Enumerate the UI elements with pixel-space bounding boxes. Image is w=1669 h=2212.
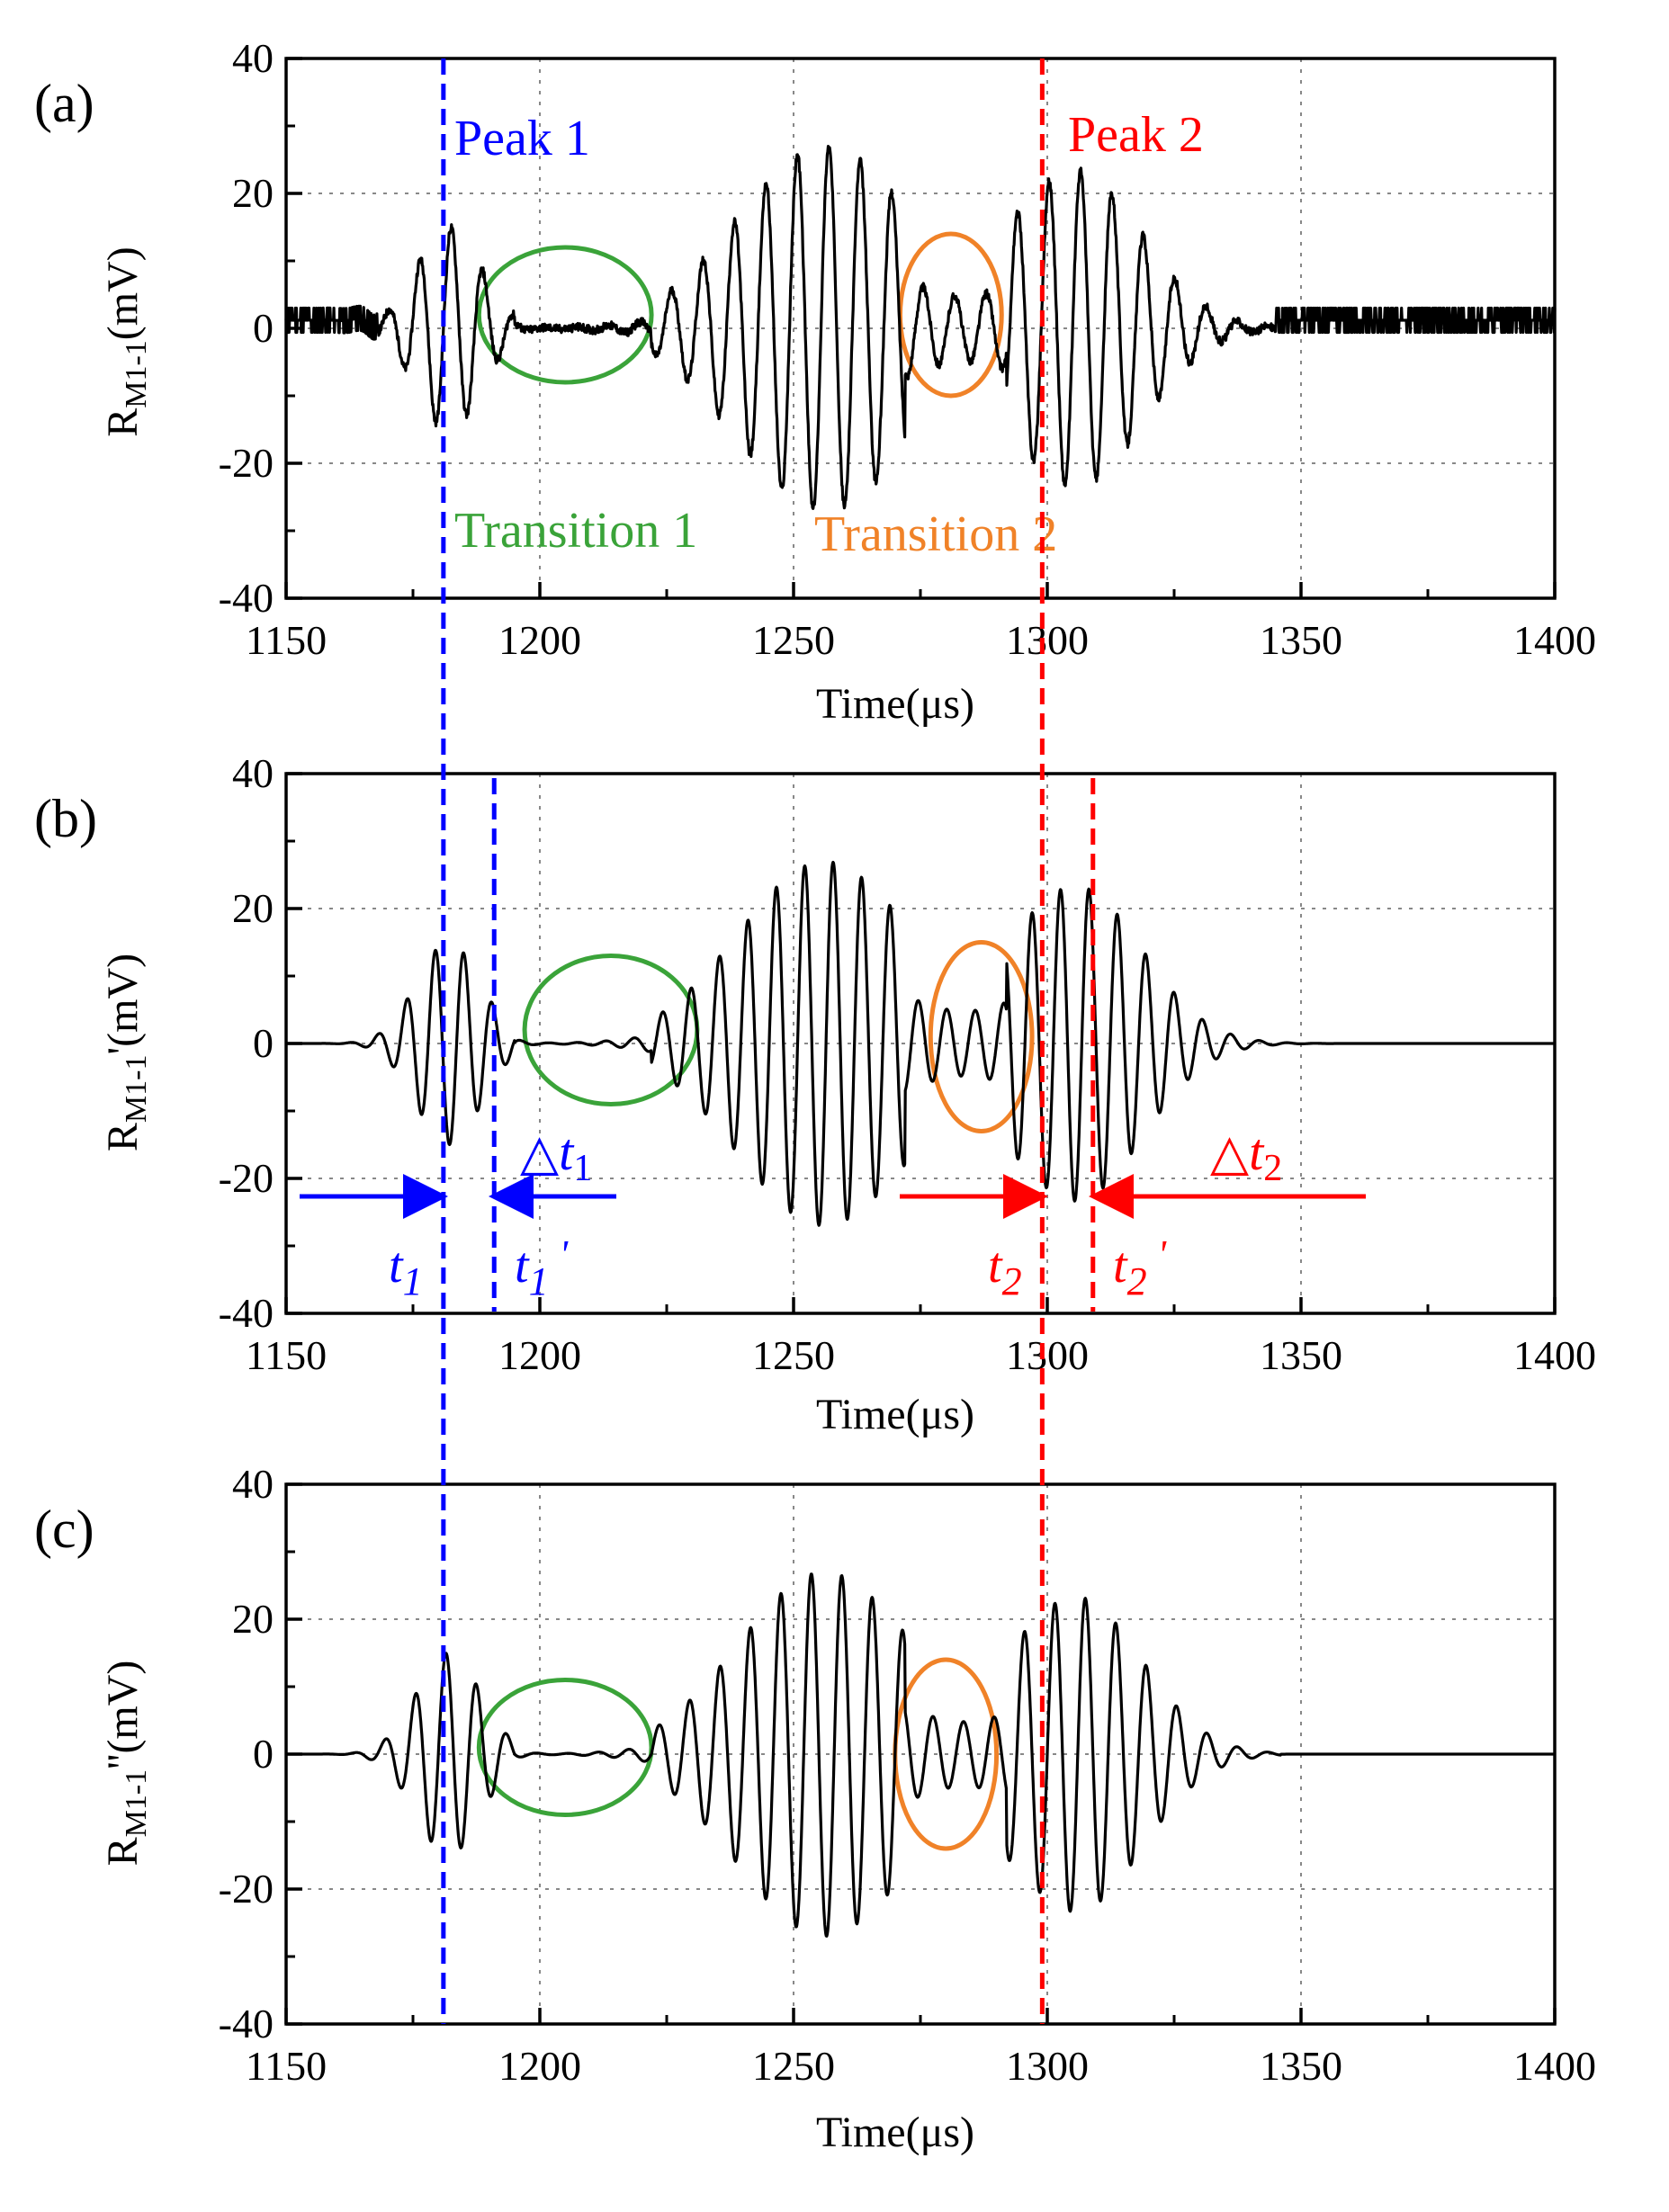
- transition-2-ellipse-a: [897, 231, 1004, 399]
- y-axis-title-c: RM1-1''(mV): [99, 1661, 153, 1867]
- x-tick-label: 1300: [1006, 2043, 1089, 2089]
- x-axis-title-a: Time(μs): [816, 680, 974, 728]
- y-axis-title-a: RM1-1(mV): [99, 246, 153, 437]
- t1-prime-label: t1': [515, 1232, 570, 1303]
- x-tick-label: 1250: [752, 1332, 835, 1378]
- x-tick-label: 1400: [1513, 2043, 1596, 2089]
- x-tick-label: 1150: [246, 2043, 327, 2089]
- x-tick-label: 1350: [1260, 1332, 1342, 1378]
- y-tick-label: -40: [219, 2001, 274, 2046]
- panel-label-a: (a): [34, 74, 94, 133]
- panel-c: (c) 1150 1200 1250 1300 1350 1400-40-2002040 …: [34, 1461, 1596, 2156]
- x-tick-label: 1200: [498, 617, 581, 663]
- x-tick-label: 1300: [1006, 617, 1089, 663]
- ticks-a: [284, 57, 1557, 600]
- panel-label-b: (b): [34, 789, 97, 848]
- x-tick-label: 1400: [1513, 617, 1596, 663]
- y-tick-label: -40: [219, 1290, 274, 1336]
- y-tick-label: 0: [253, 305, 274, 351]
- panel-b: (b) 1150 1200 1250 1300 1350 1400-40-2002040 …: [34, 750, 1596, 1438]
- x-tick-label: 1250: [752, 617, 835, 663]
- peak-2-label: Peak 2: [1068, 107, 1204, 163]
- signal-trace-b: [284, 860, 1557, 1227]
- ticks-b: [284, 772, 1557, 1315]
- x-tick-label: 1150: [246, 617, 327, 663]
- y-tick-label: 20: [232, 1596, 274, 1642]
- delta-t1-label: △t1: [520, 1123, 592, 1189]
- x-axis-title-b: Time(μs): [816, 1391, 974, 1438]
- y-tick-label: -20: [219, 1155, 274, 1201]
- x-tick-label: 1200: [498, 2043, 581, 2089]
- x-tick-label: 1350: [1260, 2043, 1342, 2089]
- ticks-c: [284, 1482, 1557, 2026]
- y-tick-label: -40: [219, 575, 274, 621]
- transition-1-label: Transition 1: [454, 503, 697, 559]
- panel-a: (a) 1150 1200 1250 1300 1350 1400-40-2002040 …: [34, 35, 1596, 728]
- x-tick-label: 1250: [752, 2043, 835, 2089]
- transition-1-ellipse-b: [522, 954, 700, 1106]
- signal-trace-a: [284, 145, 1557, 510]
- transition-1-ellipse-c: [476, 1678, 654, 1817]
- transition-1-ellipse-a: [476, 245, 654, 385]
- y-tick-label: 40: [232, 1461, 274, 1507]
- y-tick-label: 40: [232, 35, 274, 81]
- x-tick-label: 1400: [1513, 1332, 1596, 1378]
- y-axis-title-b: RM1-1'(mV): [99, 954, 153, 1151]
- y-tick-label: 0: [253, 1731, 274, 1777]
- t2-prime-label: t2': [1113, 1232, 1168, 1303]
- signal-trace-c: [284, 1572, 1557, 1938]
- y-tick-label: -20: [219, 1866, 274, 1912]
- panel-label-c: (c): [34, 1500, 94, 1559]
- x-tick-label: 1150: [246, 1332, 327, 1378]
- delta-t2-label: △t2: [1210, 1123, 1282, 1189]
- x-axis-title-c: Time(μs): [816, 2109, 974, 2156]
- transition-2-label: Transition 2: [814, 506, 1057, 562]
- y-tick-label: 20: [232, 885, 274, 931]
- y-tick-label: 0: [253, 1020, 274, 1066]
- x-tick-label: 1350: [1260, 617, 1342, 663]
- transition-2-ellipse-b: [928, 940, 1035, 1133]
- x-tick-label: 1200: [498, 1332, 581, 1378]
- y-tick-label: 40: [232, 750, 274, 796]
- x-tick-label: 1300: [1006, 1332, 1089, 1378]
- y-tick-label: -20: [219, 440, 274, 486]
- t2-label: t2: [988, 1238, 1022, 1303]
- peak-1-label: Peak 1: [454, 111, 590, 166]
- t1-label: t1: [389, 1238, 423, 1303]
- y-tick-label: 20: [232, 170, 274, 216]
